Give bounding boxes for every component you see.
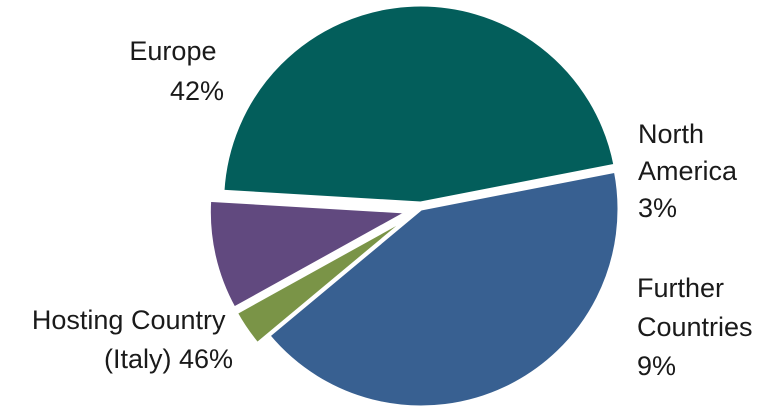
slice-europe (266, 169, 621, 408)
label-further-countries: Further Countries 9% (637, 273, 760, 381)
pie-slices (207, 3, 621, 408)
label-hosting-country: Hosting Country (Italy) 46% (32, 305, 233, 374)
label-north-america: North America 3% (638, 119, 745, 223)
slice-further-countries (207, 198, 413, 311)
slice-north-america (234, 215, 411, 346)
slice-hosting-country-italy (221, 3, 617, 205)
label-europe: Europe 42% (129, 36, 224, 106)
